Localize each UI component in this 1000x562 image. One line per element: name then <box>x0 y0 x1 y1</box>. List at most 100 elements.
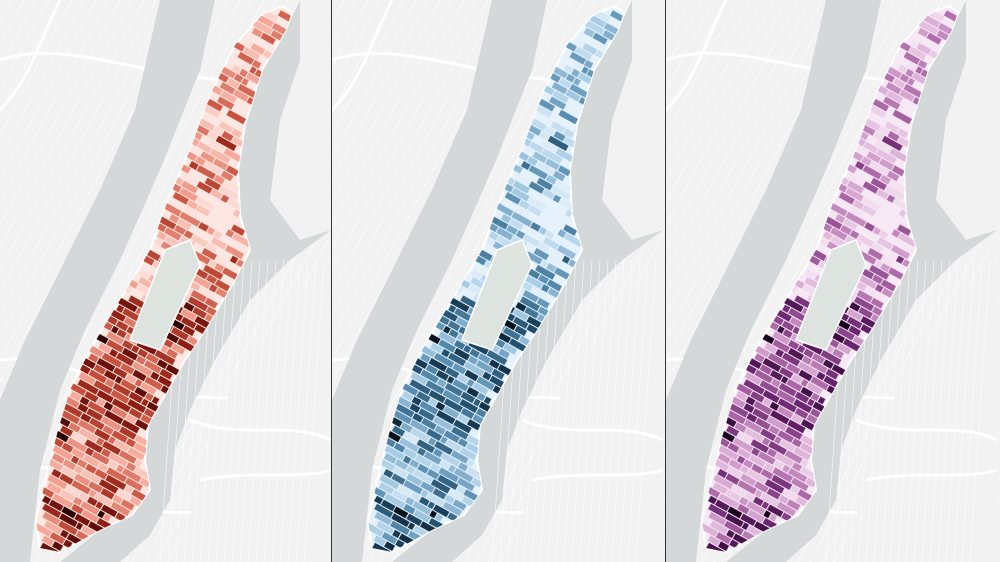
census-block <box>200 135 211 145</box>
census-block <box>78 371 96 386</box>
census-block <box>239 68 248 78</box>
census-block <box>523 274 543 289</box>
census-block <box>418 408 435 422</box>
census-block <box>421 417 437 430</box>
census-block <box>391 425 406 437</box>
census-block <box>791 373 803 384</box>
census-block <box>708 495 718 505</box>
census-block <box>401 391 414 402</box>
census-block <box>845 211 867 227</box>
census-block <box>405 496 415 506</box>
census-block <box>746 469 767 484</box>
census-block <box>101 352 123 368</box>
census-block <box>569 51 587 65</box>
census-block <box>184 206 199 218</box>
census-block <box>440 436 448 445</box>
census-block <box>806 382 823 395</box>
census-block <box>457 477 475 492</box>
census-block <box>903 51 921 65</box>
census-block <box>467 355 478 365</box>
census-block <box>428 397 438 407</box>
census-block <box>242 46 261 61</box>
census-block <box>533 248 550 261</box>
census-block <box>83 454 100 468</box>
census-block <box>59 513 78 528</box>
census-block <box>197 141 212 154</box>
census-block <box>874 259 883 268</box>
census-block <box>786 363 801 375</box>
census-block <box>174 224 186 235</box>
census-block <box>776 325 785 334</box>
census-block <box>727 506 743 519</box>
census-block <box>181 316 197 329</box>
census-block <box>450 450 469 464</box>
census-block <box>43 520 63 535</box>
census-block <box>725 489 742 502</box>
hudson-river <box>666 0 881 562</box>
census-block <box>899 73 910 83</box>
census-block <box>101 448 111 458</box>
census-block <box>763 510 772 519</box>
census-block <box>714 499 730 512</box>
census-block <box>42 495 52 505</box>
census-block <box>748 357 762 370</box>
census-block <box>89 417 105 430</box>
census-block <box>80 501 100 516</box>
census-block <box>793 399 813 413</box>
census-block <box>128 407 143 419</box>
census-block <box>549 96 567 110</box>
census-block <box>103 370 117 381</box>
census-block <box>74 513 91 527</box>
census-block <box>125 477 143 492</box>
census-block <box>88 489 97 498</box>
census-block <box>227 198 244 211</box>
census-block <box>220 194 230 203</box>
census-block <box>206 226 216 236</box>
census-block <box>911 72 927 85</box>
census-block <box>861 268 875 280</box>
census-block <box>737 447 751 460</box>
census-block <box>743 459 754 469</box>
census-block <box>895 255 905 264</box>
census-block <box>403 431 419 445</box>
census-block <box>375 520 395 535</box>
census-block <box>448 352 467 367</box>
census-block <box>71 480 91 495</box>
census-block <box>558 78 572 89</box>
census-block <box>110 389 130 404</box>
census-block <box>564 232 584 248</box>
census-block <box>528 181 545 194</box>
census-block <box>96 517 111 530</box>
census-block <box>233 89 249 102</box>
census-block <box>528 229 546 243</box>
census-block <box>527 156 538 166</box>
census-block <box>762 333 775 345</box>
census-block <box>84 391 99 403</box>
map-panel-red[interactable] <box>0 0 331 562</box>
census-block <box>724 520 744 536</box>
census-block <box>435 370 449 381</box>
census-block <box>154 350 176 366</box>
census-block <box>817 396 826 405</box>
census-block <box>709 520 729 535</box>
census-block <box>384 437 396 448</box>
census-block <box>903 83 923 98</box>
census-block <box>203 161 223 176</box>
census-block <box>71 447 85 460</box>
census-block <box>891 165 905 177</box>
census-block <box>406 513 423 527</box>
census-block <box>412 412 424 423</box>
census-block <box>751 447 761 457</box>
census-block <box>156 359 168 369</box>
census-block <box>527 124 542 136</box>
map-panel-blue[interactable] <box>332 0 665 562</box>
census-block <box>42 511 61 526</box>
census-block <box>383 468 394 479</box>
census-block <box>937 22 954 36</box>
census-block <box>77 403 89 413</box>
census-block <box>73 496 83 506</box>
census-block <box>125 438 136 448</box>
map-panel-purple[interactable] <box>666 0 1000 562</box>
census-block <box>186 199 198 210</box>
census-block <box>721 430 735 443</box>
